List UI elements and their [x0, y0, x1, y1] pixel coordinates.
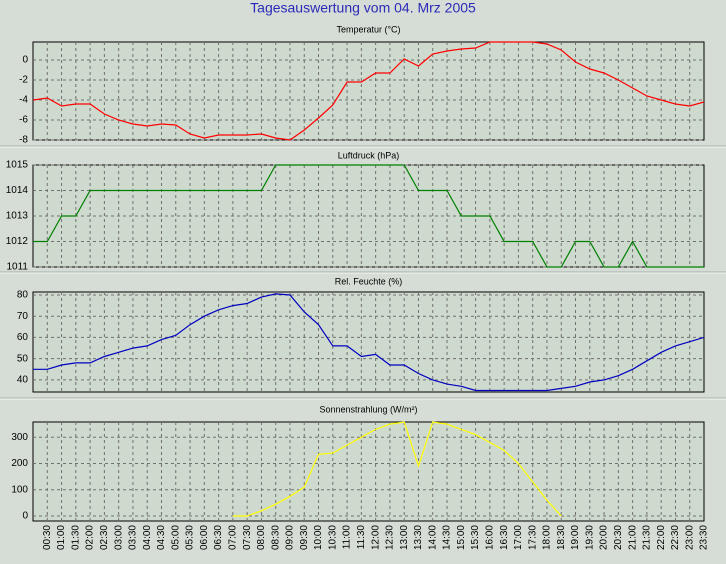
x-tick-label: 06:00 — [199, 525, 210, 550]
x-tick-label: 19:00 — [570, 525, 581, 550]
x-tick-label: 20:00 — [599, 525, 610, 550]
x-tick-label: 17:30 — [527, 525, 538, 550]
y-tick-label: 1013 — [6, 211, 29, 222]
x-tick-label: 23:30 — [699, 525, 710, 550]
plot-area — [32, 291, 705, 393]
x-tick-label: 12:00 — [370, 525, 381, 550]
plot-area — [32, 421, 705, 522]
x-tick-label: 05:30 — [185, 525, 196, 550]
series-line — [232, 421, 562, 517]
x-tick-label: 18:00 — [542, 525, 553, 550]
x-tick-label: 07:00 — [228, 525, 239, 550]
y-tick-label: 70 — [17, 311, 29, 322]
x-tick-label: 03:00 — [113, 525, 124, 550]
x-tick-label: 14:30 — [442, 525, 453, 550]
x-tick-label: 10:00 — [313, 525, 324, 550]
chart-title: Temperatur (°C) — [336, 24, 400, 34]
chart-title: Luftdruck (hPa) — [338, 150, 400, 160]
y-tick-label: 50 — [17, 353, 29, 364]
x-tick-label: 07:30 — [242, 525, 253, 550]
x-tick-label: 21:00 — [627, 525, 638, 550]
x-tick-label: 16:00 — [484, 525, 495, 550]
y-tick-label: 1014 — [6, 185, 29, 196]
x-tick-label: 20:30 — [613, 525, 624, 550]
x-tick-label: 00:30 — [42, 525, 53, 550]
x-tick-label: 02:30 — [99, 525, 110, 550]
plot-area — [32, 41, 705, 141]
series-line — [33, 41, 704, 141]
chart-title: Rel. Feuchte (%) — [335, 276, 403, 286]
x-tick-label: 08:00 — [256, 525, 267, 550]
x-tick-label: 09:00 — [285, 525, 296, 550]
y-tick-label: 80 — [17, 290, 29, 301]
y-tick-label: -6 — [19, 115, 28, 126]
x-tick-label: 01:30 — [70, 525, 81, 550]
x-tick-label: 13:30 — [413, 525, 424, 550]
x-tick-label: 12:30 — [385, 525, 396, 550]
x-tick-label: 18:30 — [556, 525, 567, 550]
series-line — [33, 164, 704, 268]
x-tick-label: 06:30 — [213, 525, 224, 550]
y-tick-label: 1012 — [6, 236, 29, 247]
x-tick-label: 23:00 — [684, 525, 695, 550]
x-tick-label: 16:30 — [499, 525, 510, 550]
y-tick-label: -8 — [19, 135, 28, 146]
y-tick-label: 1015 — [6, 160, 29, 171]
x-tick-label: 21:30 — [642, 525, 653, 550]
page-title: Tagesauswertung vom 04. Mrz 2005 — [250, 0, 476, 16]
y-tick-label: 40 — [17, 375, 29, 386]
x-tick-label: 15:00 — [456, 525, 467, 550]
y-tick-label: 60 — [17, 332, 29, 343]
x-tick-label: 08:30 — [270, 525, 281, 550]
x-tick-label: 09:30 — [299, 525, 310, 550]
x-tick-label: 17:00 — [513, 525, 524, 550]
y-tick-label: 200 — [11, 458, 28, 469]
x-tick-label: 03:30 — [128, 525, 139, 550]
chart-title: Sonnenstrahlung (W/m²) — [319, 404, 417, 414]
series-line — [33, 293, 704, 392]
x-tick-label: 19:30 — [584, 525, 595, 550]
y-tick-label: 100 — [11, 484, 28, 495]
x-tick-label: 02:00 — [85, 525, 96, 550]
x-tick-label: 10:30 — [327, 525, 338, 550]
x-tick-label: 11:30 — [356, 525, 367, 550]
x-tick-label: 13:00 — [399, 525, 410, 550]
x-tick-label: 14:00 — [427, 525, 438, 550]
y-tick-label: 0 — [22, 511, 28, 522]
y-tick-label: 300 — [11, 432, 28, 443]
x-tick-label: 22:00 — [656, 525, 667, 550]
x-tick-label: 04:30 — [156, 525, 167, 550]
y-tick-label: -4 — [19, 95, 28, 106]
y-tick-label: 0 — [22, 55, 28, 66]
x-tick-label: 15:30 — [470, 525, 481, 550]
x-tick-label: 22:30 — [670, 525, 681, 550]
x-tick-label: 04:00 — [142, 525, 153, 550]
x-tick-label: 05:00 — [170, 525, 181, 550]
x-tick-label: 01:00 — [56, 525, 67, 550]
y-tick-label: -2 — [19, 75, 28, 86]
y-tick-label: 1011 — [6, 262, 28, 273]
x-tick-label: 11:00 — [342, 525, 353, 550]
